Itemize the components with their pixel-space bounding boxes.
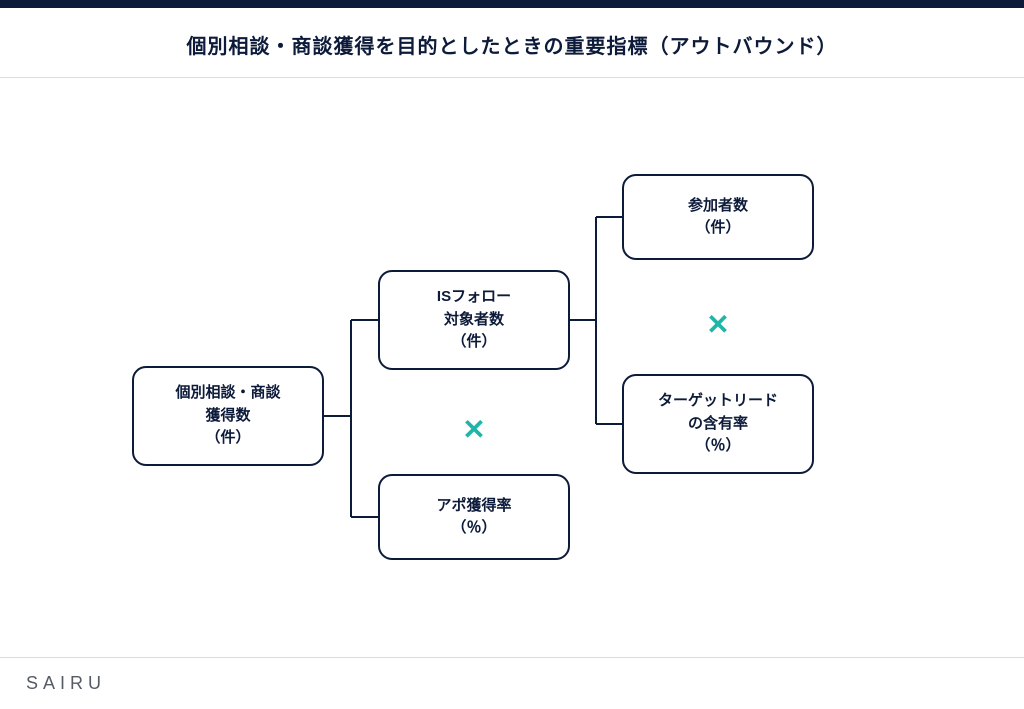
node-line2: 獲得数 (175, 405, 280, 428)
node-target: ターゲットリードの含有率（％） (622, 374, 814, 474)
node-unit: （件） (175, 427, 280, 450)
top-accent-bar (0, 0, 1024, 8)
node-line1: 参加者数 (688, 195, 748, 218)
node-unit: （件） (688, 217, 748, 240)
node-isf: ISフォロー対象者数（件） (378, 270, 570, 370)
node-part: 参加者数（件） (622, 174, 814, 260)
brand-logo: SAIRU (26, 673, 106, 694)
multiply-icon: ✕ (462, 416, 485, 444)
node-line2: 対象者数 (437, 309, 511, 332)
footer: SAIRU (0, 657, 1024, 709)
node-line1: ターゲットリード (658, 390, 778, 413)
node-line1: アポ獲得率 (436, 495, 511, 518)
multiply-icon: ✕ (706, 311, 729, 339)
node-line1: ISフォロー (437, 286, 511, 309)
node-unit: （件） (437, 331, 511, 354)
node-line2: の含有率 (658, 413, 778, 436)
title-wrap: 個別相談・商談獲得を目的としたときの重要指標（アウトバウンド） (0, 8, 1024, 77)
node-root: 個別相談・商談獲得数（件） (132, 366, 324, 466)
node-unit: （％） (658, 435, 778, 458)
diagram-canvas: 個別相談・商談獲得数（件）ISフォロー対象者数（件）アポ獲得率（％）参加者数（件… (0, 78, 1024, 657)
page-title: 個別相談・商談獲得を目的としたときの重要指標（アウトバウンド） (0, 30, 1024, 59)
node-line1: 個別相談・商談 (175, 382, 280, 405)
node-apo: アポ獲得率（％） (378, 474, 570, 560)
node-unit: （％） (436, 517, 511, 540)
